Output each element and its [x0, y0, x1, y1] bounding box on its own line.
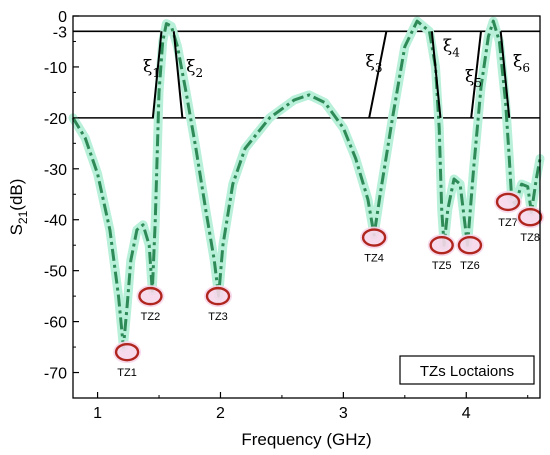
xi-4-slope-line [430, 31, 442, 118]
tz2-marker [138, 286, 163, 306]
tz5-marker [429, 235, 454, 255]
legend-frame [399, 355, 535, 385]
tz4-marker [361, 228, 387, 247]
tz8-marker [517, 207, 543, 227]
tz4-label: TZ4 [364, 253, 384, 265]
tz3-label: TZ3 [208, 311, 228, 323]
xi-6-label: ξ6 [513, 52, 530, 75]
y-tick-label-60: -60 [44, 315, 67, 332]
tz1-marker [114, 342, 140, 362]
xi-5-slope-line [470, 31, 483, 118]
x-tick-label-3: 3 [339, 405, 348, 422]
legend-text: TZs Loctaions [420, 363, 514, 380]
xi-4-label: ξ4 [443, 37, 460, 60]
tz6-marker [457, 235, 483, 255]
tz3-marker [205, 286, 231, 306]
x-axis-title: Frequency (GHz) [241, 430, 371, 449]
y-tick-label-50: -50 [44, 264, 67, 281]
y-axis-title: S21(dB) [7, 179, 30, 236]
xi-1-slope-line [151, 31, 163, 118]
y-tick-label-70: -70 [44, 366, 67, 383]
reference-lines [73, 30, 540, 119]
xi-2-slope-line [172, 31, 184, 118]
x-tick-label-4: 4 [462, 405, 471, 422]
plot-frame [72, 15, 541, 399]
plot-border [72, 15, 541, 399]
tz2-label: TZ2 [141, 311, 161, 323]
legend-box: TZs Loctaions [399, 355, 535, 385]
xi-3-label: ξ3 [365, 52, 382, 75]
x-tick-label-1: 1 [93, 405, 102, 422]
y-tick-label-40: -40 [44, 213, 67, 230]
y-tick-label-10: -10 [44, 60, 67, 77]
tz7-marker [495, 192, 521, 212]
xi-3-slope-line [368, 31, 388, 119]
xi-6-slope-line [499, 31, 511, 118]
x-tick-label-2: 2 [216, 405, 225, 422]
y-tick-label-3: -3 [53, 24, 67, 41]
tz6-label: TZ6 [460, 260, 480, 272]
xi-2-label: ξ2 [186, 57, 203, 80]
tz1-label: TZ1 [117, 367, 137, 379]
tz8-label: TZ8 [520, 232, 540, 244]
y-tick-label-30: -30 [44, 162, 67, 179]
s21-curve [71, 19, 542, 349]
axis-ticks: 1 2 3 4 0-3 -10 -20 -30 -40 -50 -60 -70 [44, 9, 529, 422]
tz5-label: TZ5 [432, 260, 452, 272]
y-tick-label-0: 0 [58, 9, 67, 26]
series-line [71, 19, 542, 349]
y-tick-label-20: -20 [44, 111, 67, 128]
tz7-label: TZ7 [498, 217, 518, 229]
